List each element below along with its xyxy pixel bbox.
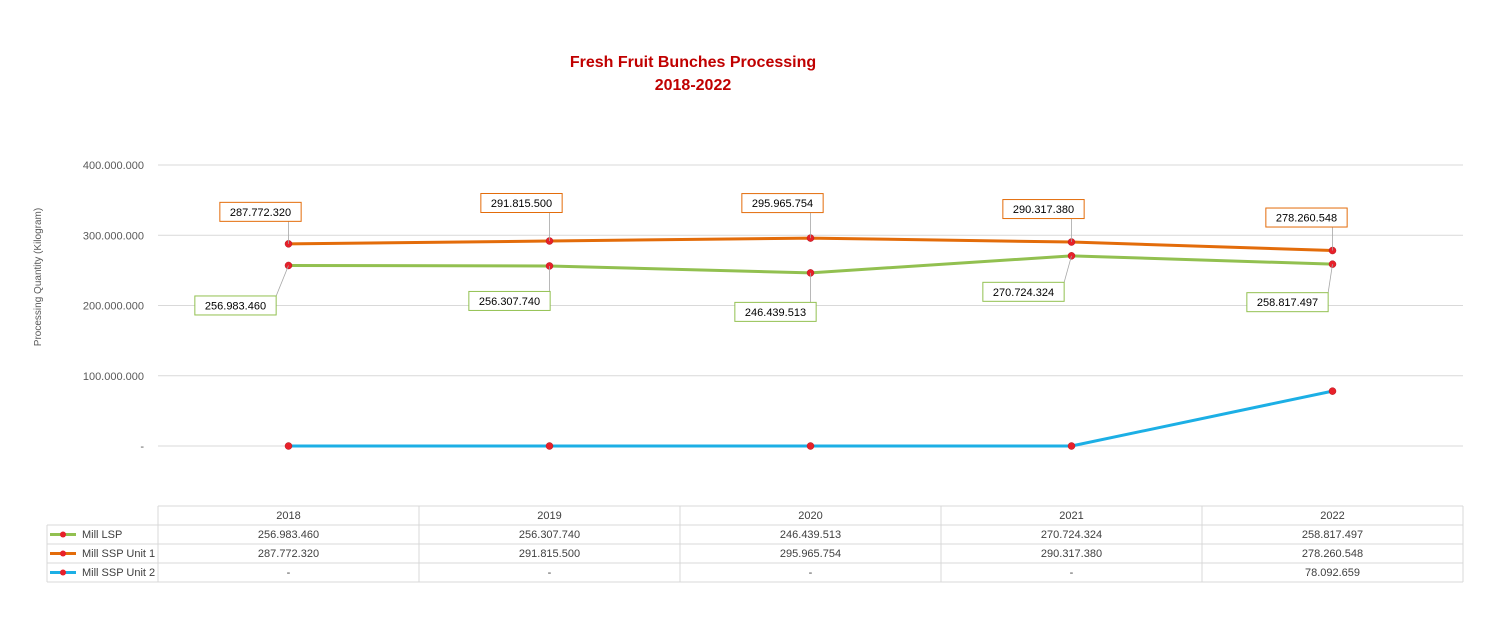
table-cell: 246.439.513 [780, 529, 841, 541]
leader-line [1063, 255, 1072, 283]
y-tick-label: 100.000.000 [83, 371, 144, 383]
data-label: 256.307.740 [479, 296, 540, 308]
data-label-box [194, 295, 277, 316]
table-cell: - [548, 567, 552, 579]
table-cell: 278.260.548 [1302, 548, 1363, 560]
table-cell: 290.317.380 [1041, 548, 1102, 560]
series-line [288, 389, 1333, 448]
data-label: 291.815.500 [491, 198, 552, 210]
data-label-box [219, 201, 302, 222]
data-label-box [734, 301, 817, 322]
table-cell: - [809, 567, 813, 579]
series-lines [284, 234, 1337, 450]
y-axis-ticks: - 100.000.000 200.000.000 300.000.000 400.00… [83, 160, 145, 453]
x-tick-label: 2021 [1059, 510, 1083, 522]
data-label-box [1246, 292, 1329, 313]
data-point [1328, 387, 1337, 395]
data-point [1067, 442, 1076, 450]
data-label-box [982, 281, 1065, 302]
legend-marker [60, 531, 66, 538]
table-cell: 78.092.659 [1305, 567, 1360, 579]
table-cell: 256.983.460 [258, 529, 319, 541]
y-tick-label: - [140, 441, 144, 453]
table-cell: 256.307.740 [519, 529, 580, 541]
data-label-box [480, 192, 563, 213]
chart-title: Fresh Fruit Bunches Processing [570, 54, 816, 71]
y-tick-label: 400.000.000 [83, 160, 144, 172]
legend-entry: Mill SSP Unit 1 [82, 548, 155, 560]
data-point [545, 442, 554, 450]
data-label-box [1002, 199, 1085, 220]
legend-entry: Mill LSP [82, 529, 122, 541]
data-table: 2018 2019 2020 2021 2022 Mill LSP 256.983.460 2… [46, 505, 1464, 583]
data-label: 290.317.380 [1013, 204, 1074, 216]
x-tick-label: 2020 [798, 510, 822, 522]
table-cell: 258.817.497 [1302, 529, 1363, 541]
data-label: 258.817.497 [1257, 297, 1318, 309]
data-label-box [1265, 207, 1348, 228]
data-label: 246.439.513 [745, 307, 806, 319]
data-label-box [468, 290, 551, 311]
data-label: 256.983.460 [205, 300, 266, 312]
table-cell: 291.815.500 [519, 548, 580, 560]
data-label: 270.724.324 [993, 287, 1054, 299]
x-tick-label: 2019 [537, 510, 561, 522]
table-cell: - [287, 567, 291, 579]
y-tick-label: 200.000.000 [83, 301, 144, 313]
legend-marker [60, 550, 66, 557]
y-axis-label: Processing Quantity (Kilogram) [33, 208, 44, 346]
legend-entry: Mill SSP Unit 2 [82, 567, 155, 579]
table-cell: 295.965.754 [780, 548, 841, 560]
data-label-box [741, 193, 824, 214]
leader-line [275, 265, 289, 297]
legend-marker [60, 569, 66, 576]
y-tick-label: 300.000.000 [83, 230, 144, 242]
table-cell: 270.724.324 [1041, 529, 1102, 541]
data-point [284, 442, 293, 450]
data-label: 278.260.548 [1276, 213, 1337, 225]
leader-line [1327, 264, 1333, 293]
data-label: 295.965.754 [752, 198, 813, 210]
x-tick-label: 2018 [276, 510, 300, 522]
data-point [806, 442, 815, 450]
table-cell: - [1070, 567, 1074, 579]
x-tick-label: 2022 [1320, 510, 1344, 522]
chart-subtitle: 2018-2022 [655, 77, 732, 94]
table-cell: 287.772.320 [258, 548, 319, 560]
data-label: 287.772.320 [230, 207, 291, 219]
data-labels: 256.983.460 256.307.740 246.439.513 270.724… [194, 192, 1348, 322]
